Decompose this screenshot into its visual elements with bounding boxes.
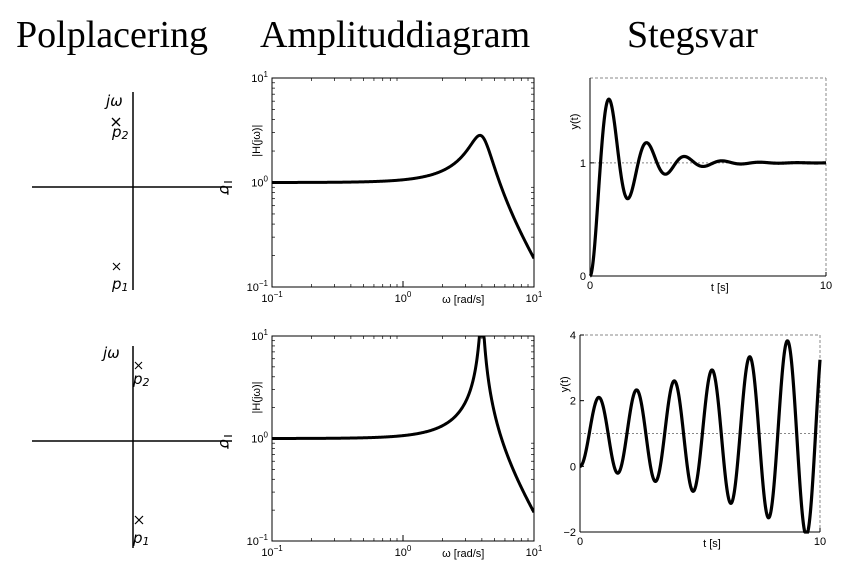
pole-label-p2: p2 [111,123,129,142]
x-tick-label: 101 [526,290,543,305]
x-tick-label: 0 [587,280,593,292]
y-tick-label-exp: −1 [259,533,269,542]
y-tick-label: 100 [251,431,268,446]
x-tick-label-base: 10 [526,547,538,559]
y-tick-label: 100 [251,175,268,190]
x-axis-label: ω [rad/s] [442,548,484,560]
y-tick-label-base: 10 [251,73,263,85]
pole-plot-row1: jω σ p2 p1 [32,92,234,294]
pole-plot-row2: jω σ p2 p1 [32,344,234,548]
x-tick-label-base: 10 [261,293,273,305]
x-axis-label: t [s] [711,282,729,294]
y-axis-label: |H(jω)| [251,381,263,413]
y-tick-label: 2 [570,396,576,408]
pole-label-p2: p2 [132,370,150,389]
y-tick-label: 0 [570,461,576,473]
y-axis-label: y(t) [559,376,571,392]
y-tick-label-base: 10 [251,331,263,343]
real-axis-label: σ [216,439,234,449]
pole-marker-p2 [135,362,142,369]
x-tick-label: 101 [526,544,543,559]
x-tick-label: 100 [395,544,412,559]
y-tick-label-base: 10 [251,178,263,190]
real-axis-label: σ [216,185,234,195]
y-axis-label: |H(jω)| [251,125,263,157]
x-tick-label-base: 10 [526,293,538,305]
x-tick-label-exp: −1 [274,544,284,553]
y-axis-label: y(t) [569,114,581,130]
x-tick-label: 10 [814,536,826,548]
pole-marker-p1 [135,516,143,524]
imag-axis-label: jω [104,92,123,110]
step-response-curve [580,341,820,532]
y-tick-label: 10−1 [247,533,269,548]
step-response-curve [590,99,826,276]
x-tick-label-exp: 0 [407,544,412,553]
x-tick-label-exp: −1 [274,290,284,299]
x-axis-label: t [s] [703,538,721,550]
header-pole-placement: Polplacering [16,14,208,56]
y-tick-label: 101 [251,328,268,343]
y-tick-label-exp: −1 [259,279,269,288]
x-tick-label: 10 [820,280,832,292]
y-tick-label-base: 10 [251,434,263,446]
magnitude-curve [272,336,534,512]
chart-2: 0 10 0 1 t [s] y(t) [569,78,832,294]
y-tick-label-base: 10 [247,282,259,294]
x-tick-label-exp: 0 [407,290,412,299]
x-tick-label: 100 [395,290,412,305]
y-tick-label-exp: 0 [264,175,269,184]
pole-label-p1: p1 [132,529,150,548]
y-tick-label: 10−1 [247,279,269,294]
x-axis-label: ω [rad/s] [442,294,484,306]
x-tick-label: 10−1 [261,544,283,559]
x-tick-label-base: 10 [395,547,407,559]
y-tick-label: 1 [580,158,586,170]
header-amplitude-diagram: Amplituddiagram [260,14,530,56]
y-tick-label-exp: 1 [264,328,269,337]
x-tick-label-exp: 1 [538,544,543,553]
y-tick-label-base: 10 [247,536,259,548]
y-tick-label-exp: 1 [264,70,269,79]
x-tick-label-base: 10 [261,547,273,559]
y-tick-label: 101 [251,70,268,85]
magnitude-curve [272,135,534,258]
y-tick-label-exp: 0 [264,431,269,440]
y-tick-label: 4 [570,330,576,342]
imag-axis-label: jω [101,344,120,362]
x-tick-label: 10−1 [261,290,283,305]
header-step-response: Stegsvar [627,14,758,56]
y-tick-label: −2 [563,527,576,539]
pole-label-p1: p1 [111,275,129,294]
x-tick-label-base: 10 [395,293,407,305]
y-tick-label: 0 [580,271,586,283]
x-tick-label-exp: 1 [538,290,543,299]
x-tick-label: 0 [577,536,583,548]
pole-marker-p1 [113,263,120,270]
